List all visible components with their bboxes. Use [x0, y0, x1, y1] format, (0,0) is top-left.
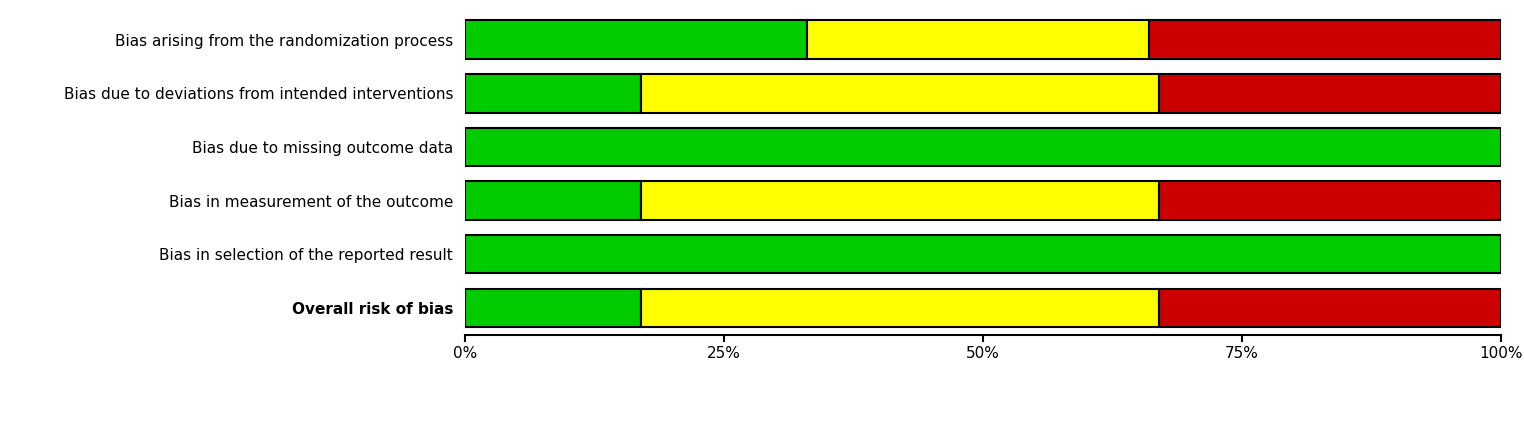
Bar — [1160, 74, 1501, 113]
Bar — [1149, 20, 1501, 59]
Bar — [642, 181, 1160, 220]
Bar — [465, 288, 642, 327]
Bar — [642, 288, 1160, 327]
Bar — [465, 235, 1501, 274]
Bar — [642, 74, 1160, 113]
Bar — [465, 128, 1501, 166]
Bar — [806, 20, 1149, 59]
Bar — [465, 181, 642, 220]
Bar — [1160, 181, 1501, 220]
Bar — [1160, 288, 1501, 327]
Bar — [465, 20, 806, 59]
Bar — [465, 74, 642, 113]
